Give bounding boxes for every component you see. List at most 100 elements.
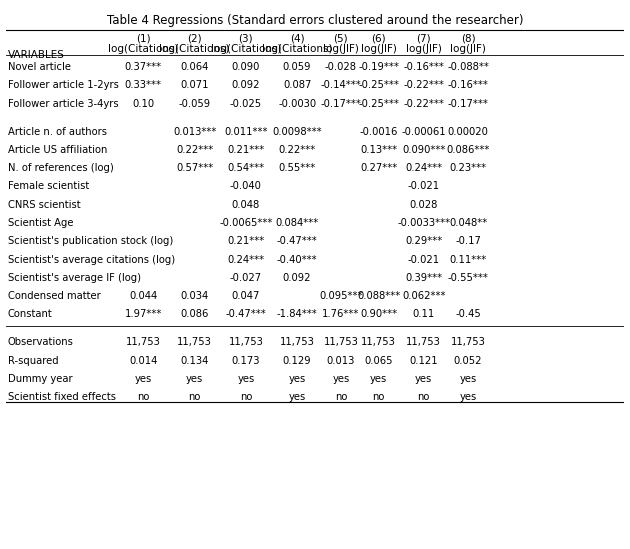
Text: -0.088**: -0.088** (447, 62, 489, 72)
Text: 1.76***: 1.76*** (322, 310, 360, 320)
Text: 0.54***: 0.54*** (227, 163, 265, 173)
Text: R-squared: R-squared (8, 356, 58, 366)
Text: 0.13***: 0.13*** (360, 145, 397, 155)
Text: no: no (137, 393, 149, 402)
Text: 0.047: 0.047 (232, 291, 260, 301)
Text: -0.17: -0.17 (455, 236, 481, 247)
Text: (4): (4) (290, 33, 304, 43)
Text: log(JIF): log(JIF) (406, 44, 442, 54)
Text: log(JIF): log(JIF) (450, 44, 486, 54)
Text: -0.021: -0.021 (408, 255, 440, 265)
Text: 0.23***: 0.23*** (450, 163, 487, 173)
Text: 0.00020: 0.00020 (448, 127, 488, 137)
Text: (7): (7) (416, 33, 431, 43)
Text: CNRS scientist: CNRS scientist (8, 200, 80, 210)
Text: 0.55***: 0.55*** (278, 163, 316, 173)
Text: -0.00061: -0.00061 (401, 127, 446, 137)
Text: N. of references (log): N. of references (log) (8, 163, 113, 173)
Text: yes: yes (186, 374, 203, 384)
Text: 0.121: 0.121 (410, 356, 438, 366)
Text: -0.47***: -0.47*** (277, 236, 318, 247)
Text: yes: yes (332, 374, 350, 384)
Text: yes: yes (370, 374, 387, 384)
Text: -0.25***: -0.25*** (358, 80, 399, 90)
Text: -0.22***: -0.22*** (403, 80, 444, 90)
Text: 0.087: 0.087 (283, 80, 311, 90)
Text: VARIABLES: VARIABLES (8, 49, 64, 60)
Text: -0.040: -0.040 (230, 181, 262, 192)
Text: Scientist Age: Scientist Age (8, 218, 73, 228)
Text: 11,753: 11,753 (280, 338, 314, 348)
Text: no: no (188, 393, 201, 402)
Text: Observations: Observations (8, 338, 74, 348)
Text: 0.173: 0.173 (232, 356, 260, 366)
Text: (5): (5) (334, 33, 348, 43)
Text: 0.048**: 0.048** (449, 218, 487, 228)
Text: 1.97***: 1.97*** (125, 310, 162, 320)
Text: 0.013***: 0.013*** (173, 127, 216, 137)
Text: -0.45: -0.45 (455, 310, 481, 320)
Text: 0.052: 0.052 (454, 356, 483, 366)
Text: 0.11: 0.11 (413, 310, 435, 320)
Text: -0.16***: -0.16*** (448, 80, 488, 90)
Text: yes: yes (135, 374, 152, 384)
Text: 0.048: 0.048 (232, 200, 260, 210)
Text: Follower article 1-2yrs: Follower article 1-2yrs (8, 80, 118, 90)
Text: yes: yes (459, 393, 477, 402)
Text: 0.064: 0.064 (180, 62, 209, 72)
Text: log(JIF): log(JIF) (323, 44, 359, 54)
Text: no: no (239, 393, 252, 402)
Text: (8): (8) (461, 33, 476, 43)
Text: Novel article: Novel article (8, 62, 71, 72)
Text: Scientist's average IF (log): Scientist's average IF (log) (8, 273, 140, 283)
Text: 0.24***: 0.24*** (227, 255, 265, 265)
Text: 0.065: 0.065 (364, 356, 393, 366)
Text: -0.0065***: -0.0065*** (219, 218, 273, 228)
Text: -0.17***: -0.17*** (448, 99, 488, 109)
Text: 0.084***: 0.084*** (275, 218, 319, 228)
Text: -0.14***: -0.14*** (321, 80, 362, 90)
Text: 0.011***: 0.011*** (224, 127, 268, 137)
Text: 11,753: 11,753 (450, 338, 486, 348)
Text: -0.16***: -0.16*** (403, 62, 444, 72)
Text: 0.088***: 0.088*** (357, 291, 400, 301)
Text: 0.086***: 0.086*** (447, 145, 490, 155)
Text: 0.90***: 0.90*** (360, 310, 397, 320)
Text: Scientist's publication stock (log): Scientist's publication stock (log) (8, 236, 173, 247)
Text: 11,753: 11,753 (323, 338, 358, 348)
Text: Follower article 3-4yrs: Follower article 3-4yrs (8, 99, 118, 109)
Text: -0.021: -0.021 (408, 181, 440, 192)
Text: 0.129: 0.129 (283, 356, 311, 366)
Text: log(Citations): log(Citations) (210, 44, 281, 54)
Text: 11,753: 11,753 (361, 338, 396, 348)
Text: log(Citations): log(Citations) (159, 44, 230, 54)
Text: 0.028: 0.028 (410, 200, 438, 210)
Text: 0.33***: 0.33*** (125, 80, 162, 90)
Text: 11,753: 11,753 (126, 338, 161, 348)
Text: 0.11***: 0.11*** (449, 255, 487, 265)
Text: -0.0033***: -0.0033*** (397, 218, 450, 228)
Text: 0.044: 0.044 (129, 291, 158, 301)
Text: 0.21***: 0.21*** (227, 145, 265, 155)
Text: 0.39***: 0.39*** (405, 273, 442, 283)
Text: 0.21***: 0.21*** (227, 236, 265, 247)
Text: 0.090***: 0.090*** (402, 145, 445, 155)
Text: 0.0098***: 0.0098*** (272, 127, 322, 137)
Text: 0.27***: 0.27*** (360, 163, 398, 173)
Text: Article US affiliation: Article US affiliation (8, 145, 107, 155)
Text: log(Citations): log(Citations) (108, 44, 179, 54)
Text: 0.37***: 0.37*** (125, 62, 162, 72)
Text: yes: yes (415, 374, 432, 384)
Text: 0.134: 0.134 (180, 356, 209, 366)
Text: 0.013: 0.013 (327, 356, 355, 366)
Text: Dummy year: Dummy year (8, 374, 72, 384)
Text: 0.57***: 0.57*** (176, 163, 213, 173)
Text: -0.0016: -0.0016 (359, 127, 398, 137)
Text: no: no (372, 393, 385, 402)
Text: Article n. of authors: Article n. of authors (8, 127, 106, 137)
Text: -0.17***: -0.17*** (321, 99, 362, 109)
Text: 0.29***: 0.29*** (405, 236, 442, 247)
Text: -0.40***: -0.40*** (277, 255, 318, 265)
Text: 11,753: 11,753 (406, 338, 441, 348)
Text: -0.55***: -0.55*** (448, 273, 488, 283)
